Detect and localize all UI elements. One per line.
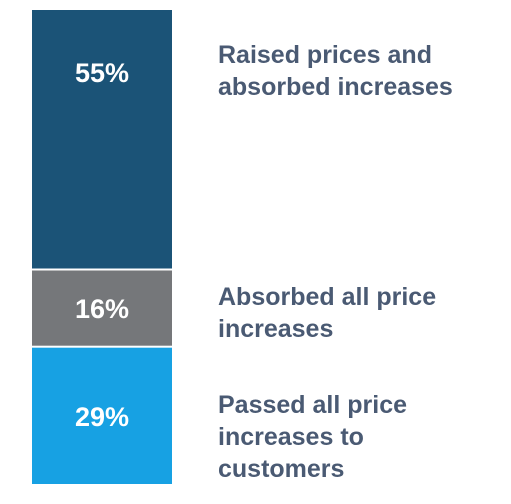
category-label-line: absorbed increases xyxy=(218,73,453,101)
category-label-29-percent: Passed all price increases to customers xyxy=(218,391,407,483)
category-label-line: customers xyxy=(218,455,344,483)
bar-segment-16-percent xyxy=(32,270,172,346)
data-label-55-percent: 55% xyxy=(75,58,129,88)
bar-segment-group-1: 55% Raised prices and absorbed increases xyxy=(32,10,453,269)
bar-segment-29-percent xyxy=(32,347,172,484)
data-label-29-percent: 29% xyxy=(75,402,129,432)
bar-segment-group-3: 29% Passed all price increases to customers xyxy=(32,347,407,484)
category-label-line: increases to xyxy=(218,423,364,451)
category-label-line: Absorbed all price xyxy=(218,283,436,311)
bar-segment-group-2: 16% Absorbed all price increases xyxy=(32,270,436,346)
category-label-line: Raised prices and xyxy=(218,41,432,69)
data-label-16-percent: 16% xyxy=(75,294,129,324)
category-label-16-percent: Absorbed all price increases xyxy=(218,283,436,343)
category-label-line: increases xyxy=(218,315,333,343)
category-label-line: Passed all price xyxy=(218,391,407,419)
category-label-55-percent: Raised prices and absorbed increases xyxy=(218,41,453,101)
bar-segment-55-percent xyxy=(32,10,172,269)
